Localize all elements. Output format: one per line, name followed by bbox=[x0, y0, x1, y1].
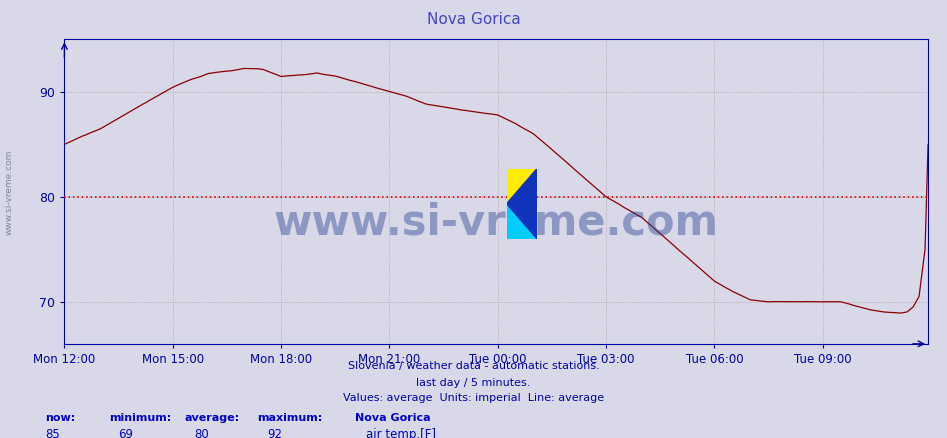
Polygon shape bbox=[507, 169, 537, 204]
Text: now:: now: bbox=[45, 413, 76, 423]
Text: www.si-vreme.com: www.si-vreme.com bbox=[274, 201, 719, 243]
Text: 80: 80 bbox=[194, 428, 209, 438]
Text: air temp.[F]: air temp.[F] bbox=[366, 428, 436, 438]
Text: 85: 85 bbox=[45, 428, 61, 438]
Text: 69: 69 bbox=[118, 428, 134, 438]
Text: Values: average  Units: imperial  Line: average: Values: average Units: imperial Line: av… bbox=[343, 393, 604, 403]
Text: average:: average: bbox=[185, 413, 240, 423]
Text: www.si-vreme.com: www.si-vreme.com bbox=[5, 150, 14, 235]
Text: minimum:: minimum: bbox=[109, 413, 171, 423]
Text: maximum:: maximum: bbox=[258, 413, 323, 423]
Text: Nova Gorica: Nova Gorica bbox=[355, 413, 431, 423]
Polygon shape bbox=[507, 204, 537, 239]
Text: Slovenia / weather data - automatic stations.: Slovenia / weather data - automatic stat… bbox=[348, 361, 599, 371]
Polygon shape bbox=[507, 169, 537, 239]
Text: 92: 92 bbox=[267, 428, 282, 438]
Text: last day / 5 minutes.: last day / 5 minutes. bbox=[417, 378, 530, 388]
Text: Nova Gorica: Nova Gorica bbox=[427, 12, 520, 27]
